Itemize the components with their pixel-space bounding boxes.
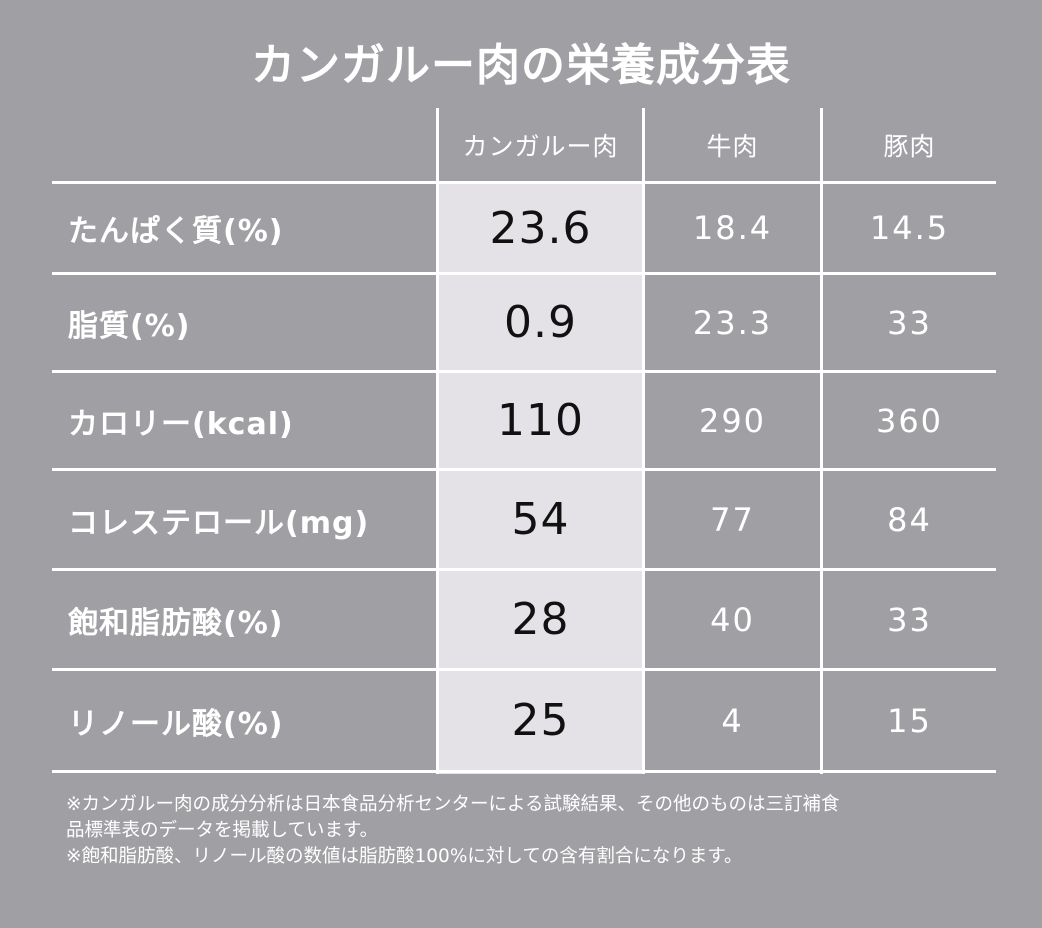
- pork-value: 14.5: [869, 209, 950, 247]
- pork-value: 33: [887, 600, 932, 639]
- column-divider: [436, 108, 439, 774]
- header-pork: 豚肉: [883, 131, 936, 161]
- kangaroo-value: 28: [511, 594, 570, 645]
- beef-value: 4: [721, 701, 744, 740]
- pork-value: 360: [875, 401, 944, 440]
- row-label-linoleic-acid: リノール酸(%): [68, 706, 284, 742]
- column-divider: [820, 108, 823, 774]
- column-divider: [642, 108, 645, 774]
- pork-value: 15: [887, 701, 932, 740]
- beef-value: 23.3: [692, 303, 773, 342]
- row-label-calories: カロリー(kcal): [68, 406, 294, 442]
- beef-value: 77: [710, 500, 755, 539]
- row-divider: [52, 468, 996, 471]
- kangaroo-value: 54: [511, 494, 570, 545]
- kangaroo-column-highlight: [438, 182, 643, 774]
- kangaroo-value: 0.9: [504, 297, 577, 348]
- kangaroo-value: 110: [497, 395, 584, 446]
- pork-value: 84: [887, 500, 932, 539]
- row-divider: [52, 568, 996, 571]
- beef-value: 290: [698, 401, 767, 440]
- row-label-saturated-fat: 飽和脂肪酸(%): [68, 605, 284, 641]
- row-divider: [52, 370, 996, 373]
- nutrition-table: カンガルー肉 牛肉 豚肉 たんぱく質(%) 23.6 18.4 14.5 脂質(…: [52, 108, 996, 774]
- row-divider: [52, 668, 996, 671]
- row-label-fat: 脂質(%): [68, 308, 191, 344]
- footnote-fatty-acids: ※飽和脂肪酸、リノール酸の数値は脂肪酸100%に対しての含有割合になります。: [66, 846, 743, 867]
- footnote-source-continued: 品標準表のデータを掲載しています。: [66, 820, 379, 841]
- beef-value: 18.4: [692, 209, 773, 247]
- kangaroo-value: 25: [511, 695, 570, 746]
- row-label-cholesterol: コレステロール(mg): [68, 505, 370, 541]
- header-beef: 牛肉: [706, 131, 759, 161]
- kangaroo-value: 23.6: [489, 202, 592, 254]
- footnote-source: ※カンガルー肉の成分分析は日本食品分析センターによる試験結果、その他のものは三訂…: [66, 794, 840, 815]
- table-bottom-border: [52, 770, 996, 773]
- table-header-divider: [52, 181, 996, 184]
- page-title: カンガルー肉の栄養成分表: [251, 40, 791, 91]
- row-label-protein: たんぱく質(%): [68, 214, 284, 249]
- pork-value: 33: [887, 303, 932, 342]
- row-divider: [52, 272, 996, 275]
- beef-value: 40: [710, 600, 755, 639]
- header-kangaroo: カンガルー肉: [462, 131, 619, 161]
